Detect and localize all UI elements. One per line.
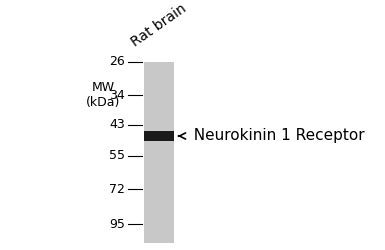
Text: 34: 34 [109,89,125,102]
FancyBboxPatch shape [144,62,174,242]
Text: 72: 72 [109,183,125,196]
Text: 43: 43 [109,118,125,131]
Text: 26: 26 [109,55,125,68]
Text: 95: 95 [109,218,125,231]
Text: MW
(kDa): MW (kDa) [86,81,120,109]
Text: Neurokinin 1 Receptor: Neurokinin 1 Receptor [179,128,365,144]
Bar [144,132,174,140]
Text: 55: 55 [109,149,125,162]
Text: Rat brain: Rat brain [129,2,189,50]
